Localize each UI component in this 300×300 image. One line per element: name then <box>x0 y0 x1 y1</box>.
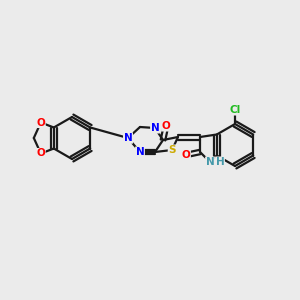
Text: O: O <box>182 150 190 160</box>
Text: O: O <box>162 121 170 131</box>
Text: N: N <box>206 157 214 167</box>
Text: O: O <box>36 118 45 128</box>
Text: Cl: Cl <box>230 105 241 115</box>
Text: O: O <box>36 148 45 158</box>
Text: N: N <box>151 123 159 133</box>
Text: H: H <box>216 157 224 167</box>
Text: N: N <box>124 133 132 143</box>
Text: N: N <box>136 147 144 157</box>
Text: S: S <box>168 145 176 155</box>
Text: N: N <box>124 133 132 143</box>
